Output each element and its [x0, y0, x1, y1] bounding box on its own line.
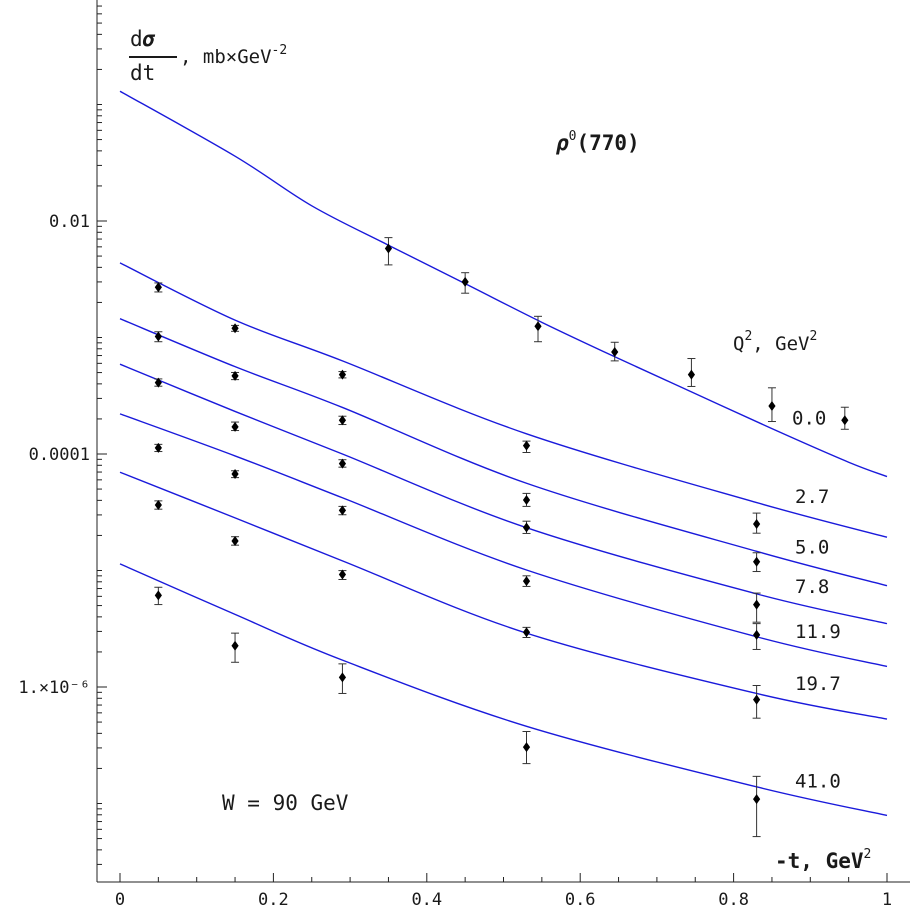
data-point	[231, 468, 239, 479]
data-point	[753, 694, 761, 705]
data-point	[768, 401, 776, 412]
data-point	[611, 347, 619, 358]
y-tick-label: 1.×10⁻⁶	[18, 678, 90, 698]
model-curve	[119, 413, 888, 668]
data-points	[154, 237, 849, 838]
data-point	[522, 576, 531, 587]
ylabel-numerator: dσ	[130, 27, 156, 51]
model-curve	[119, 563, 888, 817]
data-point	[154, 282, 162, 293]
x-axis-ticks: 0 0.2 0.4 0.6 0.8 1	[115, 873, 892, 910]
model-curve	[119, 318, 888, 587]
x-tick-label: 0.8	[718, 890, 749, 910]
legend-title: Q2, GeV2	[733, 329, 817, 355]
y-tick-label: 0.0001	[29, 445, 90, 465]
data-point	[461, 276, 469, 287]
x-tick-label: 0	[115, 890, 125, 910]
x-tick-label: 0.4	[411, 890, 442, 910]
data-point	[154, 590, 162, 601]
data-point	[687, 369, 696, 380]
model-curve	[119, 471, 888, 720]
y-axis-ticks: 0.01 0.0001 1.×10⁻⁶	[18, 5, 107, 865]
data-point	[522, 522, 531, 533]
series-label: 7.8	[795, 576, 829, 598]
data-point	[231, 370, 239, 381]
x-axis-label: -t, GeV2	[775, 847, 871, 873]
data-point	[841, 415, 849, 426]
data-point	[753, 599, 761, 610]
data-point	[231, 421, 239, 432]
x-tick-label: 1	[882, 890, 892, 910]
data-point	[154, 377, 162, 388]
data-point	[338, 369, 347, 380]
data-point	[534, 321, 542, 332]
model-curve	[119, 363, 888, 625]
model-curve	[119, 262, 888, 538]
plot-frame	[96, 0, 910, 883]
data-point	[522, 494, 531, 505]
series-label: 2.7	[795, 486, 829, 508]
data-point	[338, 672, 347, 683]
ylabel-units: , mb×GeV-2	[180, 43, 287, 68]
data-point	[753, 794, 761, 805]
x-tick-label: 0.2	[258, 890, 289, 910]
series-label: 5.0	[795, 537, 829, 559]
model-curve	[119, 90, 888, 478]
data-point	[338, 415, 347, 426]
data-point	[338, 458, 347, 469]
data-point	[522, 440, 531, 451]
series-label: 11.9	[795, 621, 841, 643]
data-point	[154, 442, 162, 453]
data-point	[231, 640, 239, 651]
data-point	[338, 569, 347, 580]
series-label: 41.0	[795, 770, 841, 792]
data-point	[384, 243, 393, 254]
model-curves	[119, 90, 888, 817]
curve-labels: 0.0 2.7 5.0 7.8 11.9 19.7 41.0	[792, 407, 841, 792]
data-point	[231, 323, 239, 334]
data-point	[154, 331, 162, 342]
particle-label: ρ0(770)	[555, 129, 640, 155]
data-point	[154, 499, 162, 510]
series-label: 0.0	[792, 407, 826, 429]
y-axis-label: dσ dt , mb×GeV-2	[129, 27, 287, 85]
data-point	[753, 556, 761, 567]
y-tick-label: 0.01	[49, 212, 90, 232]
data-point	[338, 505, 347, 516]
data-point	[231, 536, 239, 547]
data-point	[753, 629, 761, 640]
data-point	[522, 742, 531, 753]
data-point	[522, 627, 531, 638]
series-label: 19.7	[795, 673, 841, 695]
x-tick-label: 0.6	[565, 890, 596, 910]
data-point	[753, 518, 761, 529]
energy-label: W = 90 GeV	[222, 791, 349, 815]
ylabel-denominator: dt	[130, 61, 155, 85]
